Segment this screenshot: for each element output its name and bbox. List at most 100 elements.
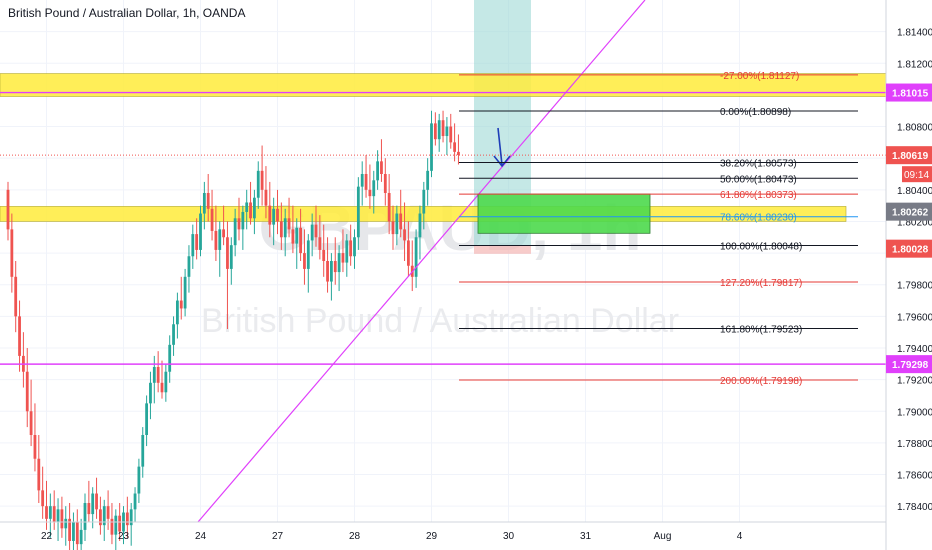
candle-body xyxy=(372,180,376,197)
fib-level-label: 61.80%(1.80373) xyxy=(720,190,797,201)
candle-body xyxy=(183,276,187,309)
time-tick-label: Aug xyxy=(654,531,672,542)
candle-body xyxy=(353,237,356,257)
candle-body xyxy=(202,192,206,214)
price-tick-label: 1.80200 xyxy=(897,217,932,228)
price-tick-label: 1.80400 xyxy=(897,186,932,197)
candle-body xyxy=(260,170,264,190)
candle-body xyxy=(437,120,441,140)
fib-level-label: 0.00%(1.80898) xyxy=(720,107,791,118)
candle-body xyxy=(322,249,326,261)
candle-body xyxy=(457,151,460,156)
candle-body xyxy=(83,503,87,530)
candle-body xyxy=(87,503,91,515)
price-tick-label: 1.79800 xyxy=(897,281,932,292)
time-tick-label: 22 xyxy=(41,531,53,542)
candle-body xyxy=(56,509,60,522)
candle-body xyxy=(318,237,322,250)
price-tick-label: 1.81200 xyxy=(897,59,932,70)
candle-body xyxy=(172,324,175,345)
candle-body xyxy=(272,208,276,225)
candle-body xyxy=(75,522,79,545)
candle-body xyxy=(45,506,48,519)
fib-level-label: 161.80%(1.79523) xyxy=(720,325,802,336)
candle-body xyxy=(387,192,391,222)
candle-body xyxy=(233,218,237,246)
candle-body xyxy=(268,205,272,225)
price-tick-label: 1.78400 xyxy=(897,502,932,513)
candle-body xyxy=(241,211,245,230)
candle-body xyxy=(341,253,345,263)
candle-body xyxy=(125,512,129,526)
drawings xyxy=(0,0,886,523)
candle-body xyxy=(245,202,249,212)
countdown-badge xyxy=(902,166,932,183)
fib-level-label: -27.00%(1.81127) xyxy=(720,71,799,82)
buy-zone-box[interactable] xyxy=(477,193,651,234)
candles xyxy=(6,110,460,550)
candle-body xyxy=(64,518,68,529)
candle-body xyxy=(118,515,122,532)
candle-body xyxy=(29,411,33,435)
candle-body xyxy=(191,234,195,257)
candle-body xyxy=(345,240,349,263)
candle-body xyxy=(287,218,291,230)
fibonacci-retracement[interactable]: -27.00%(1.81127) 0.00%(1.80898) 38.20%(1.8… xyxy=(459,71,858,387)
candle-body xyxy=(418,213,422,238)
candle-body xyxy=(129,509,133,526)
candle-body xyxy=(337,253,341,273)
price-label-text: 1.81015 xyxy=(892,89,929,100)
candle-body xyxy=(279,221,283,238)
time-tick-label: 24 xyxy=(195,531,207,542)
candle-body xyxy=(137,466,141,494)
countdown-label: 09:14 xyxy=(904,170,929,181)
candle-body xyxy=(214,230,218,250)
price-label-text: 1.80028 xyxy=(892,245,929,256)
candle-body xyxy=(283,218,287,238)
candle-body xyxy=(383,174,387,193)
candle-body xyxy=(407,240,410,266)
candle-body xyxy=(195,234,199,250)
candle-body xyxy=(106,506,110,519)
time-axis[interactable]: 22 23 24 27 28 29 30 31 Aug 4 xyxy=(0,521,886,542)
candle-body xyxy=(306,240,310,269)
candle-body xyxy=(403,229,406,241)
candle-body xyxy=(445,126,449,137)
candle-body xyxy=(314,224,318,238)
price-tick-label: 1.80800 xyxy=(897,123,932,134)
candle-body xyxy=(356,186,360,238)
fib-level-label: 50.00%(1.80473) xyxy=(720,174,797,185)
candle-body xyxy=(14,276,18,317)
candle-body xyxy=(368,189,372,197)
candle-body xyxy=(395,213,399,235)
candle-body xyxy=(48,506,52,519)
fib-level-label: 78.60%(1.80230) xyxy=(720,213,797,224)
price-axis[interactable]: 1.814001.812001.810001.808001.806001.804… xyxy=(885,0,932,550)
candle-body xyxy=(99,509,102,526)
price-label-badge xyxy=(886,146,932,165)
candle-body xyxy=(18,316,21,356)
candle-body xyxy=(376,161,379,181)
candle-body xyxy=(6,189,10,230)
candle-body xyxy=(10,229,14,277)
price-tick-label: 1.78600 xyxy=(897,471,932,482)
candle-body xyxy=(422,189,426,214)
candle-body xyxy=(210,208,214,231)
candle-body xyxy=(141,435,145,467)
fib-level-label: 127.20%(1.79817) xyxy=(720,278,802,289)
candle-body xyxy=(206,192,210,209)
trendline[interactable] xyxy=(197,0,646,523)
candle-body xyxy=(310,224,314,241)
candle-body xyxy=(68,518,71,541)
candle-body xyxy=(449,126,453,143)
candle-body xyxy=(229,245,233,269)
candle-body xyxy=(276,208,279,222)
price-label-text: 1.80619 xyxy=(892,151,929,162)
candle-body xyxy=(152,366,156,383)
candle-body xyxy=(253,197,256,219)
candle-body xyxy=(179,300,183,309)
candle-body xyxy=(199,213,202,250)
candle-body xyxy=(264,189,268,206)
candle-body xyxy=(133,493,137,510)
